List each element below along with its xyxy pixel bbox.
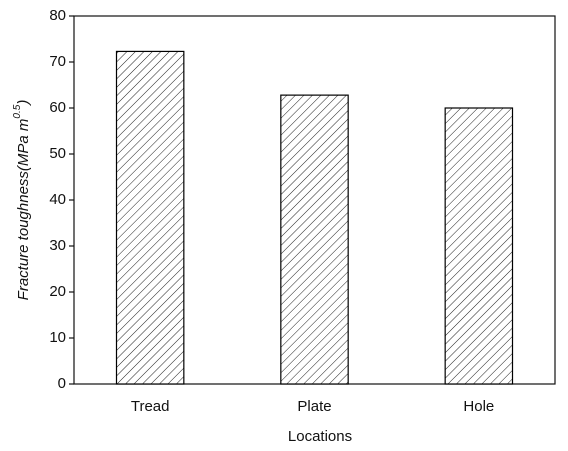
y-tick-label: 70 <box>49 53 66 70</box>
y-label-close: ) <box>15 100 32 107</box>
y-tick-label: 80 <box>49 7 66 24</box>
y-tick-label: 30 <box>49 237 66 254</box>
bar <box>444 107 514 385</box>
y-label-text: Fracture toughness(MPa m <box>15 119 32 301</box>
y-tick-label: 40 <box>49 191 66 208</box>
bar <box>115 50 185 385</box>
y-tick-label: 10 <box>49 329 66 346</box>
x-tick-label: Hole <box>463 398 494 415</box>
y-axis-label: Fracture toughness(MPa m0.5) <box>12 100 32 301</box>
x-tick-label: Plate <box>297 398 331 415</box>
bar <box>280 94 349 385</box>
y-tick-label: 20 <box>49 283 66 300</box>
x-axis-label: Locations <box>288 428 352 445</box>
y-tick-label: 50 <box>49 145 66 162</box>
y-tick-label: 0 <box>58 375 66 392</box>
y-tick-label: 60 <box>49 99 66 116</box>
x-tick-label: Tread <box>131 398 170 415</box>
y-label-sup: 0.5 <box>12 104 23 118</box>
